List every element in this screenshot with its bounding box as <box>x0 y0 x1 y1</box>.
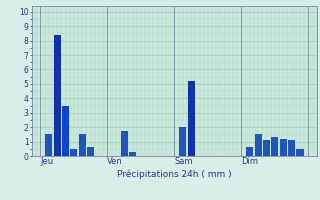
Bar <box>53 35 61 156</box>
Bar <box>79 134 86 156</box>
Bar <box>179 127 186 156</box>
Bar <box>129 152 136 156</box>
Bar <box>70 149 77 156</box>
Bar <box>263 140 270 156</box>
Bar <box>255 134 262 156</box>
Bar <box>45 134 52 156</box>
Bar <box>87 147 94 156</box>
Bar <box>62 106 69 156</box>
Bar <box>188 81 195 156</box>
Bar <box>288 140 295 156</box>
X-axis label: Précipitations 24h ( mm ): Précipitations 24h ( mm ) <box>117 169 232 179</box>
Bar <box>297 149 304 156</box>
Bar <box>280 139 287 156</box>
Bar <box>246 147 253 156</box>
Bar <box>271 137 278 156</box>
Bar <box>121 131 128 156</box>
